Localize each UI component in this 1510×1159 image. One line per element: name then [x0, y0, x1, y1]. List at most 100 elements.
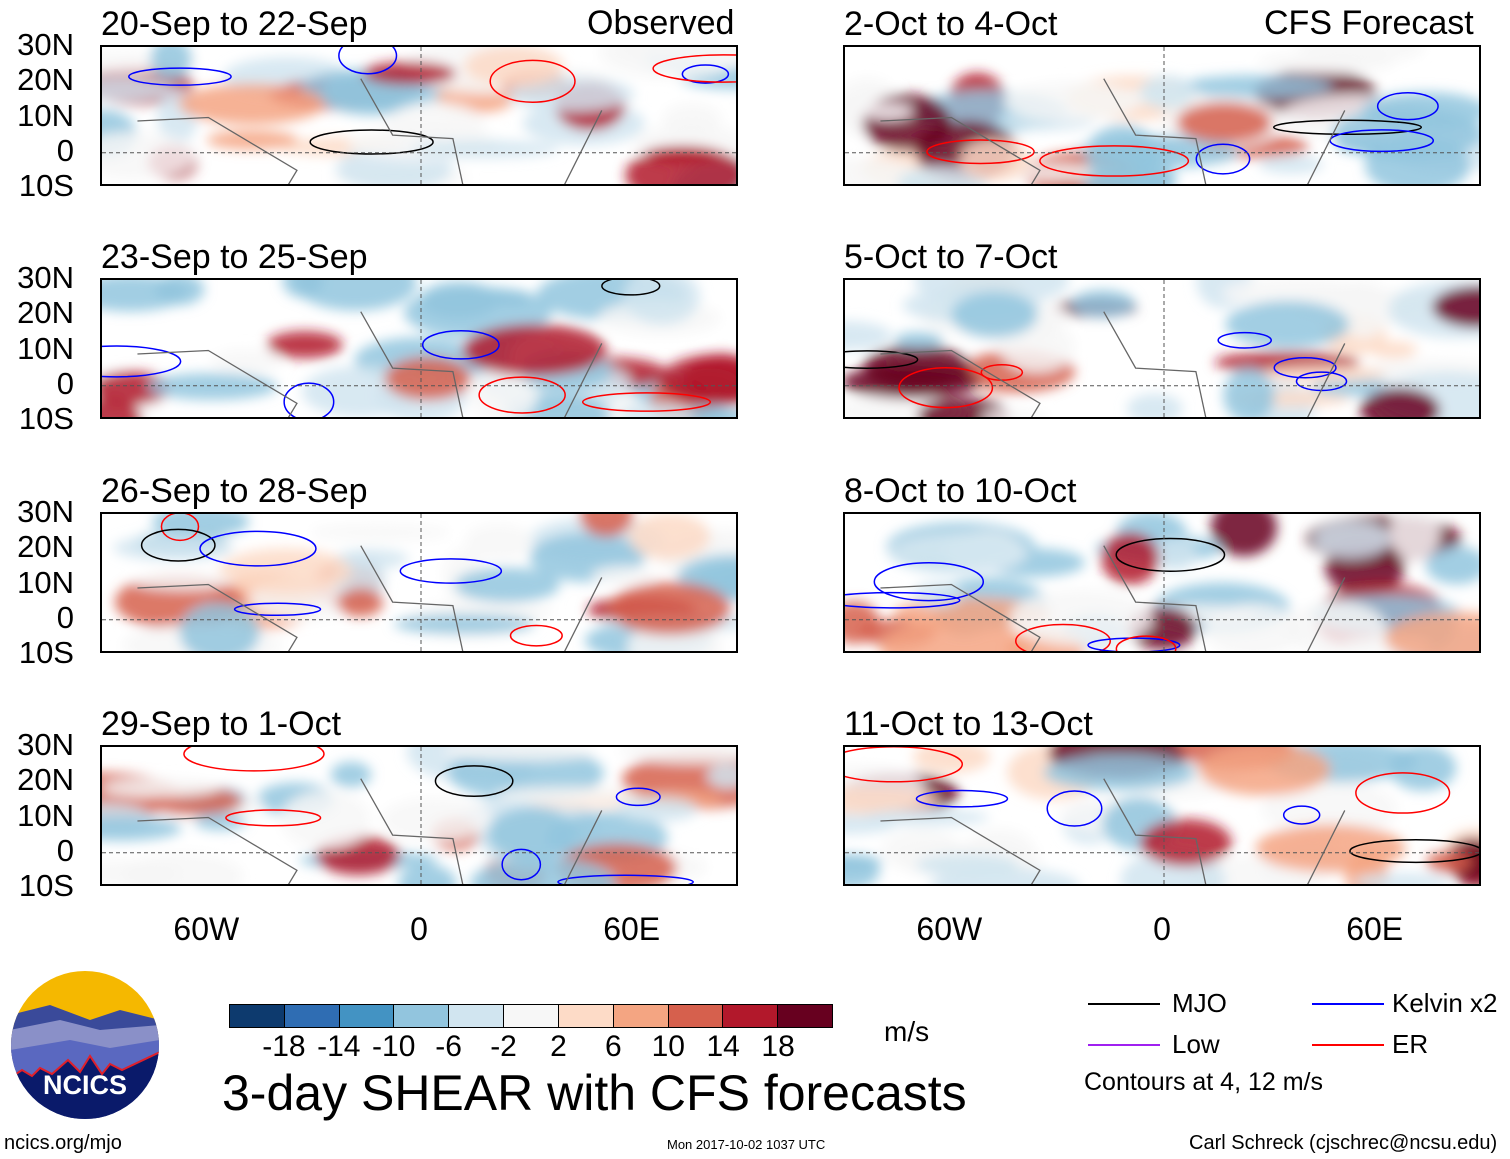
wave-contour — [1272, 119, 1423, 136]
wave-contour — [926, 139, 1035, 165]
shear-anomaly-blob — [845, 320, 892, 351]
shear-anomaly-blob — [912, 747, 991, 774]
shear-anomaly-blob — [384, 357, 472, 401]
lat-tick-label: 10N — [17, 97, 74, 133]
coastline — [880, 778, 1346, 884]
wave-contour — [557, 874, 694, 884]
legend-low-line — [1088, 1044, 1160, 1046]
legend-low: Low — [1172, 1029, 1220, 1059]
shear-anomaly-blob — [591, 565, 658, 585]
wave-contour — [509, 624, 563, 647]
shear-anomaly-blob — [1225, 300, 1350, 348]
shear-anomaly-blob — [1360, 388, 1440, 417]
shear-anomaly-blob — [334, 549, 409, 569]
colorbar-tick-label: -2 — [490, 1030, 517, 1063]
lon-tick-label: 0 — [410, 911, 428, 947]
site-url[interactable]: ncics.org/mjo — [4, 1132, 122, 1154]
shear-anomaly-blob — [845, 601, 880, 644]
shear-anomaly-blob — [443, 747, 597, 762]
shear-anomaly-blob — [981, 409, 1049, 417]
shear-anomaly-blob — [102, 815, 182, 841]
wave-contour — [1273, 356, 1337, 379]
shear-anomaly-blob — [917, 397, 1010, 417]
wave-contour — [1355, 772, 1451, 814]
colorbar-bin — [394, 1005, 450, 1027]
lat-tick-label: 10N — [17, 797, 74, 833]
colorbar-bin — [778, 1005, 832, 1027]
lat-tick-label: 10S — [18, 168, 74, 203]
shear-anomaly-blob — [683, 353, 736, 402]
map-panel — [843, 278, 1481, 419]
wave-contour — [399, 558, 503, 584]
shear-anomaly-blob — [845, 854, 883, 871]
shear-anomaly-blob — [102, 371, 170, 406]
shear-anomaly-blob — [494, 786, 637, 804]
shear-anomaly-blob — [102, 397, 142, 417]
lat-tick-label: 0 — [56, 132, 74, 168]
shear-anomaly-blob — [608, 581, 731, 635]
lat-tick-label: 10N — [17, 564, 74, 600]
lon-tick-label: 60E — [603, 911, 661, 947]
shear-anomaly-blob — [487, 289, 534, 306]
colorbar-bin — [449, 1005, 505, 1027]
shear-anomaly-blob — [102, 131, 198, 180]
shear-anomaly-blob — [1285, 601, 1387, 651]
colorbar-bin — [613, 1005, 669, 1027]
panel-title: 8-Oct to 10-Oct — [844, 472, 1077, 510]
shear-anomaly-blob — [384, 101, 486, 151]
contour-note: Contours at 4, 12 m/s — [1084, 1068, 1324, 1096]
wave-contour — [898, 366, 994, 409]
shear-anomaly-blob — [1432, 286, 1479, 328]
lat-tick-label: 20N — [17, 62, 74, 98]
shear-anomaly-blob — [487, 807, 577, 861]
map-panel — [100, 745, 738, 886]
colorbar-bin — [230, 1005, 285, 1027]
shear-anomaly-blob — [362, 61, 457, 86]
shear-anomaly-blob — [894, 331, 944, 349]
wave-contour — [615, 787, 661, 807]
colorbar-tick-label: -6 — [435, 1030, 462, 1063]
wave-contour — [283, 382, 335, 417]
colorbar-tick-label: -18 — [262, 1030, 306, 1063]
wave-contour — [1115, 635, 1177, 651]
figure-title: 3-day SHEAR with CFS forecasts — [222, 1065, 967, 1121]
panel-title: 5-Oct to 7-Oct — [844, 238, 1058, 276]
wave-contour — [128, 67, 232, 86]
coastline — [137, 311, 603, 417]
colorbar-bin — [504, 1005, 559, 1027]
lat-tick-label: 0 — [56, 365, 74, 401]
panel-title: 23-Sep to 25-Sep — [101, 238, 368, 276]
shear-anomaly-blob — [618, 747, 736, 764]
lat-tick-label: 20N — [17, 762, 74, 798]
wave-contour — [915, 789, 1009, 808]
wave-contour — [845, 591, 961, 609]
shear-anomaly-blob — [266, 331, 343, 359]
wave-contour — [309, 129, 434, 155]
shear-anomaly-blob — [625, 146, 736, 184]
lon-tick-label: 60W — [916, 911, 983, 947]
wave-contour — [233, 602, 322, 617]
coastline — [137, 545, 603, 651]
wave-contour — [1376, 91, 1439, 121]
shear-anomaly-blob — [310, 523, 450, 541]
shear-anomaly-blob — [916, 853, 1019, 877]
shear-anomaly-blob — [1126, 393, 1183, 417]
shear-anomaly-blob — [1221, 280, 1369, 310]
shear-anomaly-blob — [393, 614, 535, 634]
shear-anomaly-blob — [617, 796, 698, 822]
shear-anomaly-blob — [1389, 747, 1457, 791]
shear-anomaly-blob — [1353, 873, 1452, 884]
shear-anomaly-blob — [1152, 537, 1198, 572]
shear-anomaly-blob — [1258, 155, 1324, 174]
shear-anomaly-blob — [419, 281, 499, 319]
shear-anomaly-blob — [102, 778, 220, 798]
lat-tick-label: 10N — [17, 330, 74, 366]
shear-anomaly-blob — [999, 321, 1076, 373]
wave-contour — [338, 47, 398, 75]
lat-tick-label: 30N — [17, 727, 74, 762]
logo-text: NCICS — [43, 1070, 127, 1100]
shear-anomaly-blob — [1178, 75, 1332, 99]
observed-label: Observed — [587, 4, 735, 42]
wave-contour — [652, 54, 736, 83]
colorbar-bin — [723, 1005, 779, 1027]
